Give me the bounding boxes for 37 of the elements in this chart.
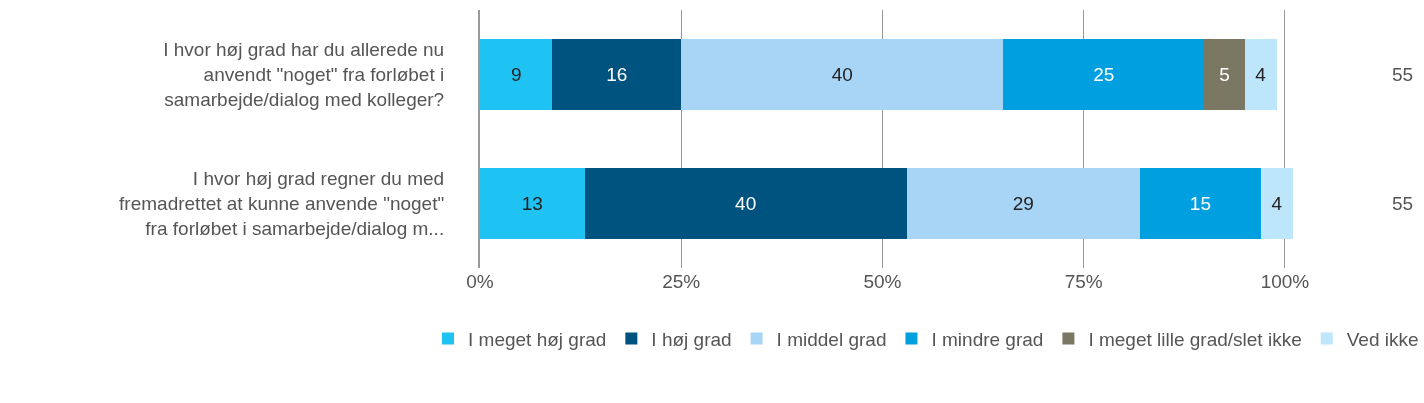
y-tick-label: I hvor høj grad regner du med fremadrettet at kunne anvende "noget" fra forløbet i samarbejde/dialog m... xyxy=(119,168,445,239)
x-tick-label: 0% xyxy=(466,271,494,292)
legend-label: I middel grad xyxy=(776,328,887,350)
legend-label: I meget lille grad/slet ikke xyxy=(1088,328,1302,350)
x-tick-label: 75% xyxy=(1064,271,1103,292)
bar xyxy=(681,39,1004,110)
bar xyxy=(1244,39,1277,110)
x-tick-label: 50% xyxy=(863,271,902,292)
data-label: 13 xyxy=(521,193,543,214)
bar xyxy=(584,168,907,239)
legend-label: I mindre grad xyxy=(931,328,1044,350)
data-label: 9 xyxy=(510,64,522,85)
bar xyxy=(1204,39,1245,110)
data-label: 40 xyxy=(831,64,853,85)
y-tick-label: I hvor høj grad har du allerede nu anvendt "noget" fra forløbet i samarbejde/dialog med kolleger? xyxy=(163,39,445,110)
data-label: 15 xyxy=(1189,193,1211,214)
legend-label: I meget høj grad xyxy=(468,328,607,350)
data-label: 29 xyxy=(1012,193,1034,214)
x-tick-label: 100% xyxy=(1260,271,1310,292)
bar xyxy=(1003,39,1205,110)
data-label: 4 xyxy=(1271,193,1283,214)
data-label: 16 xyxy=(606,64,628,85)
data-label: 5 xyxy=(1219,64,1230,85)
data-label: 4 xyxy=(1255,64,1267,85)
bar xyxy=(552,39,682,110)
x-tick-label: 25% xyxy=(662,271,701,292)
bar xyxy=(480,168,585,239)
bar xyxy=(906,168,1141,239)
legend-label: Ved ikke xyxy=(1346,328,1419,350)
data-label: 25 xyxy=(1093,64,1115,85)
bar xyxy=(1140,168,1261,239)
legend-label: I høj grad xyxy=(651,328,732,350)
bar xyxy=(1260,168,1293,239)
text: 55 xyxy=(1392,193,1414,214)
text: 55 xyxy=(1392,64,1414,85)
data-label: 40 xyxy=(735,193,757,214)
bar xyxy=(480,39,553,110)
